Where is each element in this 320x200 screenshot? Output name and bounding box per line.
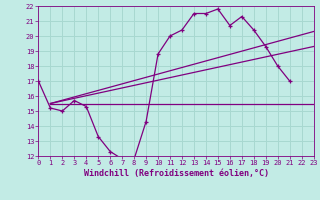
X-axis label: Windchill (Refroidissement éolien,°C): Windchill (Refroidissement éolien,°C) bbox=[84, 169, 268, 178]
